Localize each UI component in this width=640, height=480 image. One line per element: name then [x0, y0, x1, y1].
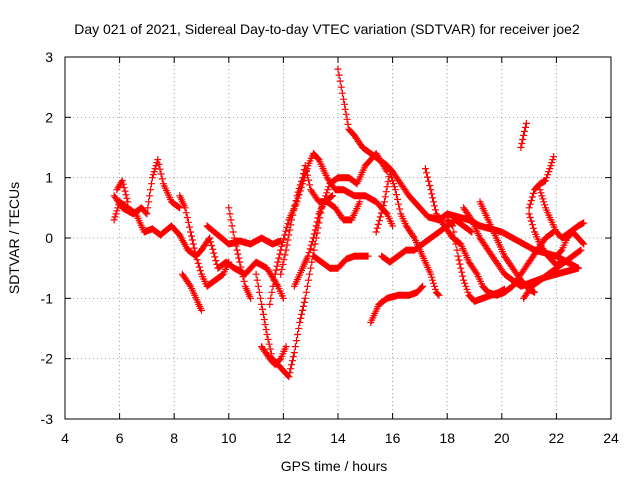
series-track-04 [176, 192, 233, 290]
series-track-05 [178, 270, 205, 314]
series-track-26 [536, 186, 588, 242]
x-tick-label: 4 [61, 430, 69, 446]
series-track-07 [225, 204, 255, 302]
x-tick-label: 6 [116, 430, 124, 446]
series-track-06 [203, 222, 285, 248]
series-track-27 [552, 228, 588, 260]
plus-markers [113, 177, 132, 206]
plus-markers [290, 192, 337, 290]
plus-markers [176, 192, 233, 290]
series-track-19 [443, 216, 509, 305]
plus-markers [266, 150, 397, 308]
series-track-09 [258, 343, 290, 369]
x-tick-labels: 4 6 8 10 12 14 16 18 20 22 24 [61, 430, 619, 446]
y-tick-label: 2 [45, 109, 53, 125]
y-tick-labels: -3 -2 -1 0 1 2 3 [41, 49, 54, 427]
x-tick-label: 24 [603, 430, 619, 446]
x-tick-label: 12 [276, 430, 292, 446]
chart-title: Day 021 of 2021, Sidereal Day-to-day VTE… [74, 21, 580, 37]
data-marks [110, 65, 588, 381]
x-tick-label: 8 [170, 430, 178, 446]
x-tick-label: 14 [330, 430, 346, 446]
y-axis-label: SDTVAR / TECUs [6, 182, 22, 294]
plus-markers [203, 222, 285, 248]
plus-markers [367, 282, 427, 326]
series-track-10 [266, 150, 397, 308]
grid-lines [65, 57, 611, 419]
plus-markers [443, 216, 509, 305]
x-tick-label: 18 [439, 430, 455, 446]
y-tick-label: 0 [45, 230, 53, 246]
plus-markers [309, 252, 372, 272]
y-tick-label: -1 [41, 290, 54, 306]
series-track-22 [517, 119, 530, 151]
series-track-24 [525, 153, 558, 212]
plus-markers [536, 186, 588, 242]
x-tick-label: 10 [221, 430, 237, 446]
series-track-03 [113, 177, 132, 206]
series-track-15 [367, 282, 427, 326]
x-tick-label: 16 [385, 430, 401, 446]
series-track-12 [290, 192, 337, 290]
y-tick-label: 1 [45, 170, 53, 186]
y-tick-label: -3 [41, 411, 54, 427]
plus-markers [110, 156, 184, 218]
x-tick-label: 20 [494, 430, 510, 446]
axis-ticks [64, 56, 612, 420]
y-tick-label: 3 [45, 49, 53, 65]
plus-markers [372, 168, 443, 299]
plus-markers [525, 153, 558, 212]
series-track-13 [309, 252, 372, 272]
series-track-01 [110, 156, 184, 218]
plus-markers [552, 228, 588, 260]
y-tick-label: -2 [41, 351, 54, 367]
plus-markers [517, 119, 530, 151]
plus-markers [178, 270, 205, 314]
x-axis-label: GPS time / hours [281, 458, 388, 474]
series-track-25 [525, 210, 566, 269]
x-tick-label: 22 [549, 430, 565, 446]
plus-markers [258, 343, 290, 369]
plus-markers [225, 204, 255, 302]
plus-markers [525, 210, 566, 269]
series-track-16 [372, 168, 443, 299]
